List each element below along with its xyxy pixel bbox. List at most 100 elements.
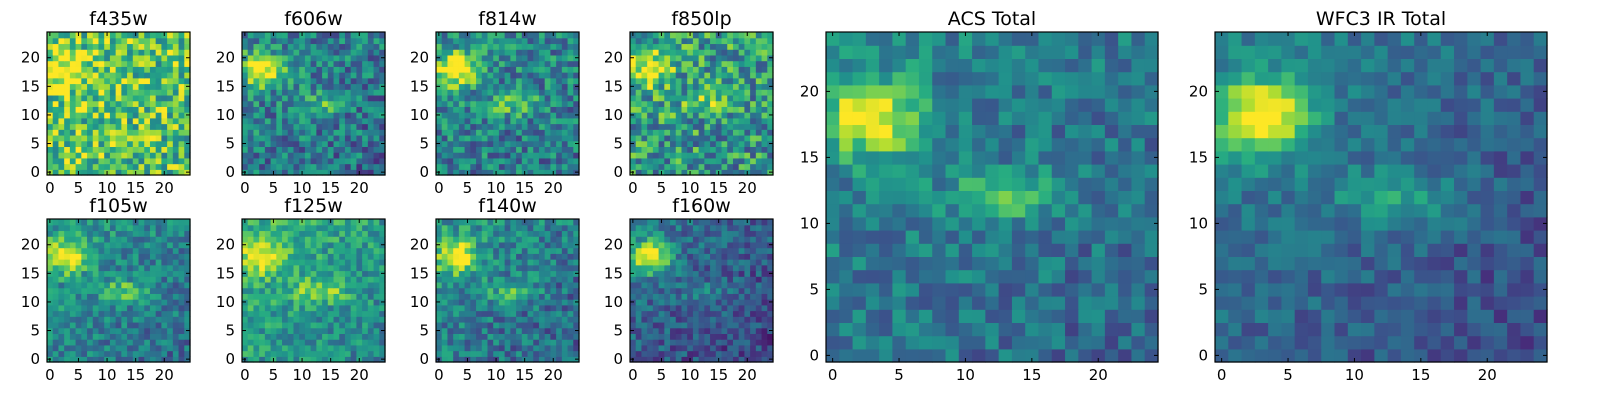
x-tick-label: 20 — [155, 179, 174, 197]
heatmap-cell — [767, 134, 774, 142]
heatmap-cell — [121, 112, 128, 119]
heatmap-cell — [299, 253, 306, 260]
heatmap-cell — [178, 299, 185, 306]
heatmap-cell — [69, 259, 77, 266]
heatmap-cell — [692, 327, 700, 334]
heatmap-cell — [58, 146, 65, 153]
heatmap-cell — [178, 37, 185, 45]
heatmap-cell — [761, 163, 768, 170]
heatmap-cell — [333, 83, 340, 90]
heatmap-cell — [104, 344, 111, 352]
heatmap-cell — [144, 94, 151, 102]
heatmap-cell — [464, 241, 471, 249]
heatmap-cell — [464, 157, 471, 165]
heatmap-cell — [92, 152, 100, 159]
heatmap-cell — [161, 287, 168, 294]
heatmap-cell — [744, 293, 751, 300]
heatmap-cell — [161, 276, 168, 283]
heatmap-cell — [470, 49, 477, 56]
heatmap-cell — [81, 157, 88, 165]
heatmap-cell — [253, 310, 260, 317]
heatmap-cell — [379, 224, 386, 232]
heatmap-cell — [127, 146, 134, 153]
heatmap-cell — [367, 281, 375, 289]
heatmap-cell — [527, 163, 534, 170]
heatmap-cell — [373, 100, 380, 107]
heatmap-cell — [127, 316, 134, 323]
heatmap-cell — [367, 94, 375, 102]
heatmap-cell — [121, 327, 128, 334]
y-tick-label: 5 — [225, 135, 235, 153]
heatmap-cell — [573, 344, 580, 352]
heatmap-cell — [287, 66, 295, 73]
heatmap-cell — [652, 333, 660, 340]
heatmap-cell — [379, 259, 386, 266]
heatmap-cell — [630, 281, 637, 289]
heatmap-cell — [550, 281, 557, 289]
heatmap-cell — [115, 100, 122, 107]
heatmap-cell — [264, 129, 272, 136]
heatmap-cell — [75, 316, 82, 323]
heatmap-cell — [287, 112, 295, 119]
heatmap-cell — [155, 219, 162, 226]
heatmap-cell — [293, 100, 300, 107]
heatmap-cell — [144, 66, 151, 73]
heatmap-cell — [498, 219, 506, 226]
heatmap-cell — [247, 94, 255, 102]
heatmap-cell — [81, 264, 88, 272]
heatmap-cell — [115, 129, 122, 136]
heatmap-cell — [750, 83, 757, 90]
heatmap-cell — [755, 77, 763, 85]
heatmap-cell — [287, 264, 295, 272]
heatmap-cell — [155, 230, 162, 237]
heatmap-cell — [635, 276, 643, 283]
heatmap-cell — [761, 83, 768, 90]
heatmap-cell — [504, 117, 511, 125]
heatmap-cell — [635, 112, 643, 119]
heatmap-cell — [121, 94, 128, 102]
heatmap-cell — [373, 83, 380, 90]
heatmap-cell — [104, 37, 111, 45]
heatmap-cell — [310, 123, 317, 130]
heatmap-cell — [692, 117, 700, 125]
heatmap-cell — [510, 310, 517, 317]
heatmap-cell — [487, 117, 494, 125]
heatmap-cell — [493, 152, 500, 159]
heatmap-cell — [339, 281, 346, 289]
heatmap-cell — [453, 66, 460, 73]
heatmap-cell — [715, 333, 723, 340]
heatmap-cell — [510, 100, 517, 107]
heatmap-cell — [144, 316, 151, 323]
heatmap-cell — [270, 264, 277, 272]
heatmap-cell — [178, 339, 185, 346]
heatmap-cell — [710, 152, 717, 159]
heatmap-cell — [264, 299, 272, 306]
heatmap-cell — [172, 152, 180, 159]
heatmap-cell — [58, 339, 65, 346]
heatmap-cell — [293, 94, 300, 102]
heatmap-cell — [641, 72, 648, 79]
heatmap-cell — [516, 327, 523, 334]
heatmap-cell — [299, 230, 306, 237]
heatmap-cell — [64, 54, 71, 62]
heatmap-cell — [127, 89, 134, 96]
heatmap-cell — [104, 299, 111, 306]
heatmap-cell — [727, 316, 734, 323]
heatmap-cell — [664, 77, 671, 85]
heatmap-cell — [362, 66, 369, 73]
heatmap-cell — [109, 241, 117, 249]
heatmap-cell — [635, 152, 643, 159]
heatmap-cell — [441, 316, 449, 323]
heatmap-cell — [299, 224, 306, 232]
heatmap-cell — [367, 339, 375, 346]
heatmap-cell — [104, 276, 111, 283]
heatmap-cell — [344, 157, 352, 165]
heatmap-cell — [144, 299, 151, 306]
heatmap-cell — [504, 333, 511, 340]
heatmap-cell — [310, 157, 317, 165]
heatmap-cell — [767, 157, 774, 165]
heatmap-cell — [356, 54, 363, 62]
heatmap-cell — [521, 94, 529, 102]
heatmap-cell — [138, 152, 145, 159]
heatmap-cell — [362, 60, 369, 67]
